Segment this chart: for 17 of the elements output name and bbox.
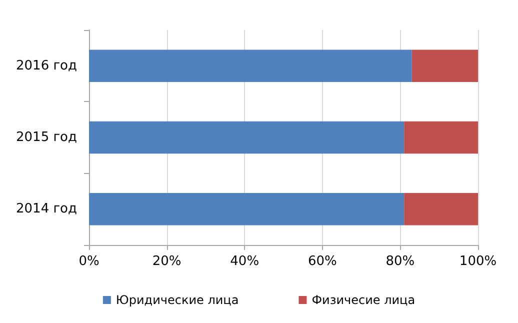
y-tick-label: 2015 год: [16, 130, 77, 145]
y-tick-label: 2016 год: [16, 58, 77, 74]
legend-label: Юридические лица: [116, 293, 239, 307]
bar: [412, 50, 478, 82]
y-tick-label: 2014 год: [16, 202, 77, 217]
bar: [89, 193, 404, 226]
x-tick-label: 80%: [386, 254, 415, 269]
x-tick-label: 20%: [152, 254, 182, 269]
x-tick-label: 0%: [78, 254, 100, 269]
legend-label: Физичесие лица: [312, 293, 416, 307]
x-tick-label: 100%: [459, 254, 497, 269]
x-tick-label: 60%: [308, 254, 337, 269]
bar: [89, 50, 412, 82]
bar: [404, 193, 478, 226]
bar: [404, 121, 478, 154]
x-tick-label: 40%: [230, 254, 260, 269]
bar: [89, 121, 404, 154]
